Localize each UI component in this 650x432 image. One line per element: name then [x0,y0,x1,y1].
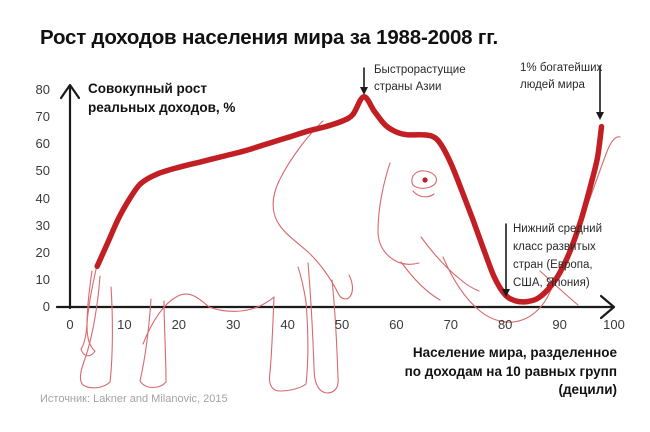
elephant-ear-icon [377,162,420,265]
x-tick-label: 50 [334,317,350,332]
x-tick-label: 30 [225,317,241,332]
annotation-line: людей мира [520,79,585,91]
x-tick-label: 40 [280,317,295,332]
elephant-thigh-icon [142,293,210,345]
x-tick-label: 0 [66,317,74,332]
annotation-arrowhead-asia-icon [360,87,368,95]
elephant-eyelid-icon [412,190,435,198]
annotation-middle-class: Нижний средний класс развитых стран (Европ… [513,220,602,292]
y-tick-label: 70 [35,109,50,125]
x-tick-label: 80 [497,317,513,332]
y-tick-label: 40 [35,190,50,206]
y-tick-label: 80 [35,82,50,97]
x-tick-label: 20 [171,317,187,332]
annotation-line: класс развитых [513,241,596,253]
elephant-front-leg-icon [307,262,339,394]
x-tick-label: 60 [389,317,404,332]
elephant-trunk-icon [442,256,550,323]
elephant-eye-icon [411,170,437,189]
x-axis-arrowhead-icon [599,294,616,320]
y-tick-label: 60 [35,136,50,152]
elephant-rear-leg-icon [79,275,113,389]
income-growth-curve [94,94,605,305]
y-tick-label: 0 [42,299,50,314]
y-tick-label: 20 [35,244,50,260]
elephant-jaw-icon [400,261,441,301]
annotation-line: 1% богатейших [520,62,603,74]
annotation-arrowhead-top1-icon [596,112,604,120]
x-axis-title-line3: (децили) [558,382,617,397]
annotation-top1: 1% богатейших людей мира [520,60,602,94]
y-axis-arrowhead-icon [59,83,81,100]
y-axis-title-line1: Совокупный рост [88,81,207,96]
annotation-arrowhead-middle-class-icon [502,289,510,297]
x-tick-label: 70 [443,317,459,332]
elephant-rear-leg-icon [139,298,167,389]
elephant-ear-icon [272,120,354,300]
annotation-line: Нижний средний [513,223,603,235]
elephant-tail-tuft-icon [80,348,96,357]
elephant-tail-icon [86,270,96,352]
source-credit: Источник: Lakner and Milanovic, 2015 [40,393,228,405]
elephant-trunk-icon [539,270,579,306]
x-axis-title-line2: по доходам на 10 равных групп [404,363,617,379]
chart-title: Рост доходов населения мира за 1988-2008… [40,26,498,49]
elephant-front-leg-icon [268,266,309,392]
y-axis-title: Совокупный рост реальных доходов, % [88,79,235,117]
annotation-line: Быстрорастущие [374,64,466,76]
x-tick-label: 10 [117,317,132,332]
y-tick-label: 50 [35,163,50,179]
annotation-line: стран (Европа, [513,259,593,271]
x-axis-title-line1: Население мира, разделенное [412,345,617,360]
x-tick-label: 90 [552,317,567,332]
elephant-mouth-icon [420,236,480,292]
elephant-pupil-icon [422,177,428,183]
annotation-line: США, Япония) [513,277,590,289]
y-tick-label: 10 [35,271,50,287]
elephant-belly-icon [208,296,275,312]
x-axis-title: Население мира, разделенное по доходам н… [405,344,617,400]
annotation-line: страны Азии [374,81,442,93]
annotation-asia: Быстрорастущие страны Азии [374,62,466,96]
y-tick-label: 30 [35,217,50,233]
y-axis-title-line2: реальных доходов, % [88,100,236,115]
x-tick-label: 100 [603,317,625,332]
elephant-outline [79,120,621,394]
